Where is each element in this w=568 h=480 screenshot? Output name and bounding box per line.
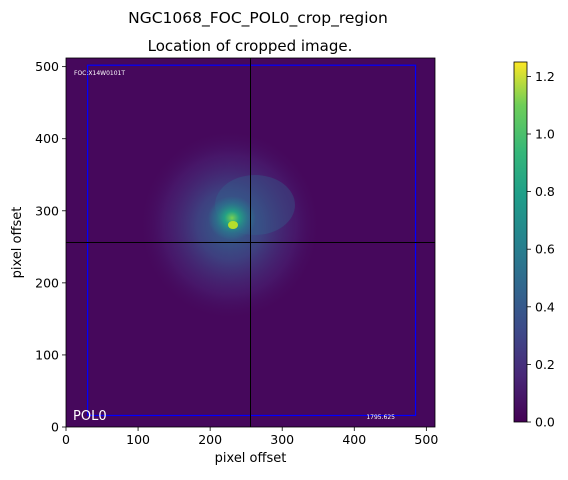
axes-frame [65,57,436,428]
colorbar-tick-label: 0.2 [535,357,555,372]
colorbar-tick-label: 0.4 [535,299,555,314]
x-tick-label: 400 [342,432,366,447]
crop-rectangle [87,64,417,417]
y-tick-label: 300 [35,203,59,218]
colorbar-tick-label: 0.6 [535,242,555,257]
y-tick-label: 500 [35,59,59,74]
colorbar-tick-label: 1.2 [535,69,555,84]
colorbar-tick-label: 0.0 [535,415,555,430]
annotation-bottom-right: 1795.625 [366,414,395,421]
colorbar [513,61,528,423]
y-axis-label: pixel offset [10,207,25,279]
x-tick-label: 500 [414,432,438,447]
axes-title: Location of cropped image. [148,37,353,55]
colorbar-tick-label: 1.0 [535,127,555,142]
galaxy-core [208,196,256,240]
annotation-top-left: FOC:X14W0101T [74,70,125,77]
colorbar-ticks: 0.0 0.2 0.4 0.6 0.8 1.0 1.2 [527,69,555,430]
annotation-bottom-left: POL0 [73,409,107,424]
y-tick-label: 100 [35,347,59,362]
overlay-layer: FOC:X14W0101T POL0 1795.625 0 100 200 300 400 50… [10,57,438,466]
x-tick-label: 200 [198,432,222,447]
x-tick-label: 0 [62,432,70,447]
y-tick-label: 200 [35,275,59,290]
colorbar-tick-label: 0.8 [535,184,555,199]
x-tick-label: 300 [270,432,294,447]
figure-title: NGC1068_FOC_POL0_crop_region [128,9,388,28]
galaxy-nucleus [228,221,238,229]
x-axis-label: pixel offset [215,451,287,466]
y-tick-label: 0 [51,420,59,435]
x-tick-label: 100 [126,432,150,447]
y-tick-label: 400 [35,131,59,146]
